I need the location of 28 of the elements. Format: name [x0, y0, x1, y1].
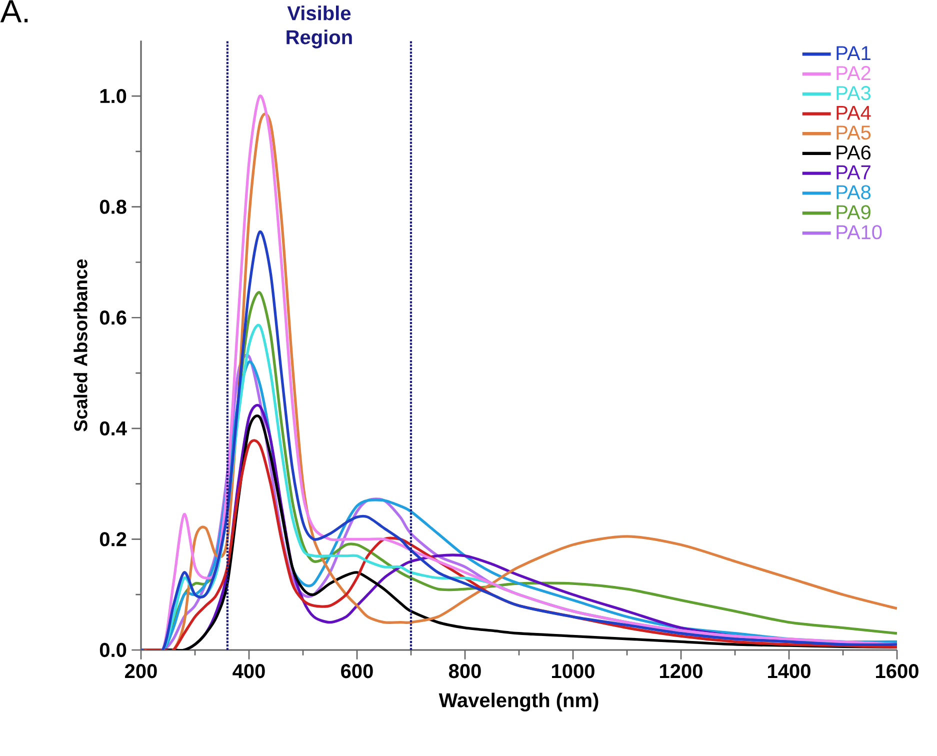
legend-label: PA1	[836, 46, 870, 60]
y-axis-title: Scaled Absorbance	[74, 259, 88, 432]
y-tick-label: 0.6	[100, 310, 126, 325]
y-tick-label: 0.4	[100, 421, 127, 436]
x-axis-title: Wavelength (nm)	[438, 692, 598, 712]
legend-label: PA4	[836, 106, 871, 120]
x-tick-label: 1200	[660, 664, 702, 678]
x-tick-label: 600	[341, 664, 373, 678]
legend-label: PA8	[836, 185, 871, 200]
x-tick-label: 400	[232, 664, 265, 678]
legend-label: PA7	[836, 165, 870, 180]
y-tick-label: 0.2	[100, 532, 126, 546]
x-tick-label: 800	[448, 664, 481, 678]
y-tick-label: 0.0	[100, 642, 126, 658]
legend-label: PA9	[836, 205, 870, 220]
text: A.	[0, 0, 28, 22]
legend-label: PA10	[836, 225, 882, 240]
annotation: Visible Region	[286, 6, 352, 48]
x-tick-label: 1000	[552, 664, 594, 678]
x-tick-label: 200	[125, 664, 157, 678]
legend-label: PA2	[836, 66, 870, 80]
y-tick-label: 1.0	[100, 88, 126, 104]
legend-label: PA5	[836, 126, 871, 140]
legend-label: PA3	[836, 86, 871, 100]
x-tick-label: 1400	[768, 664, 810, 678]
y-tick-label: 0.8	[100, 200, 126, 214]
legend-label: PA6	[836, 145, 871, 160]
x-tick-label: 1600	[876, 664, 918, 678]
